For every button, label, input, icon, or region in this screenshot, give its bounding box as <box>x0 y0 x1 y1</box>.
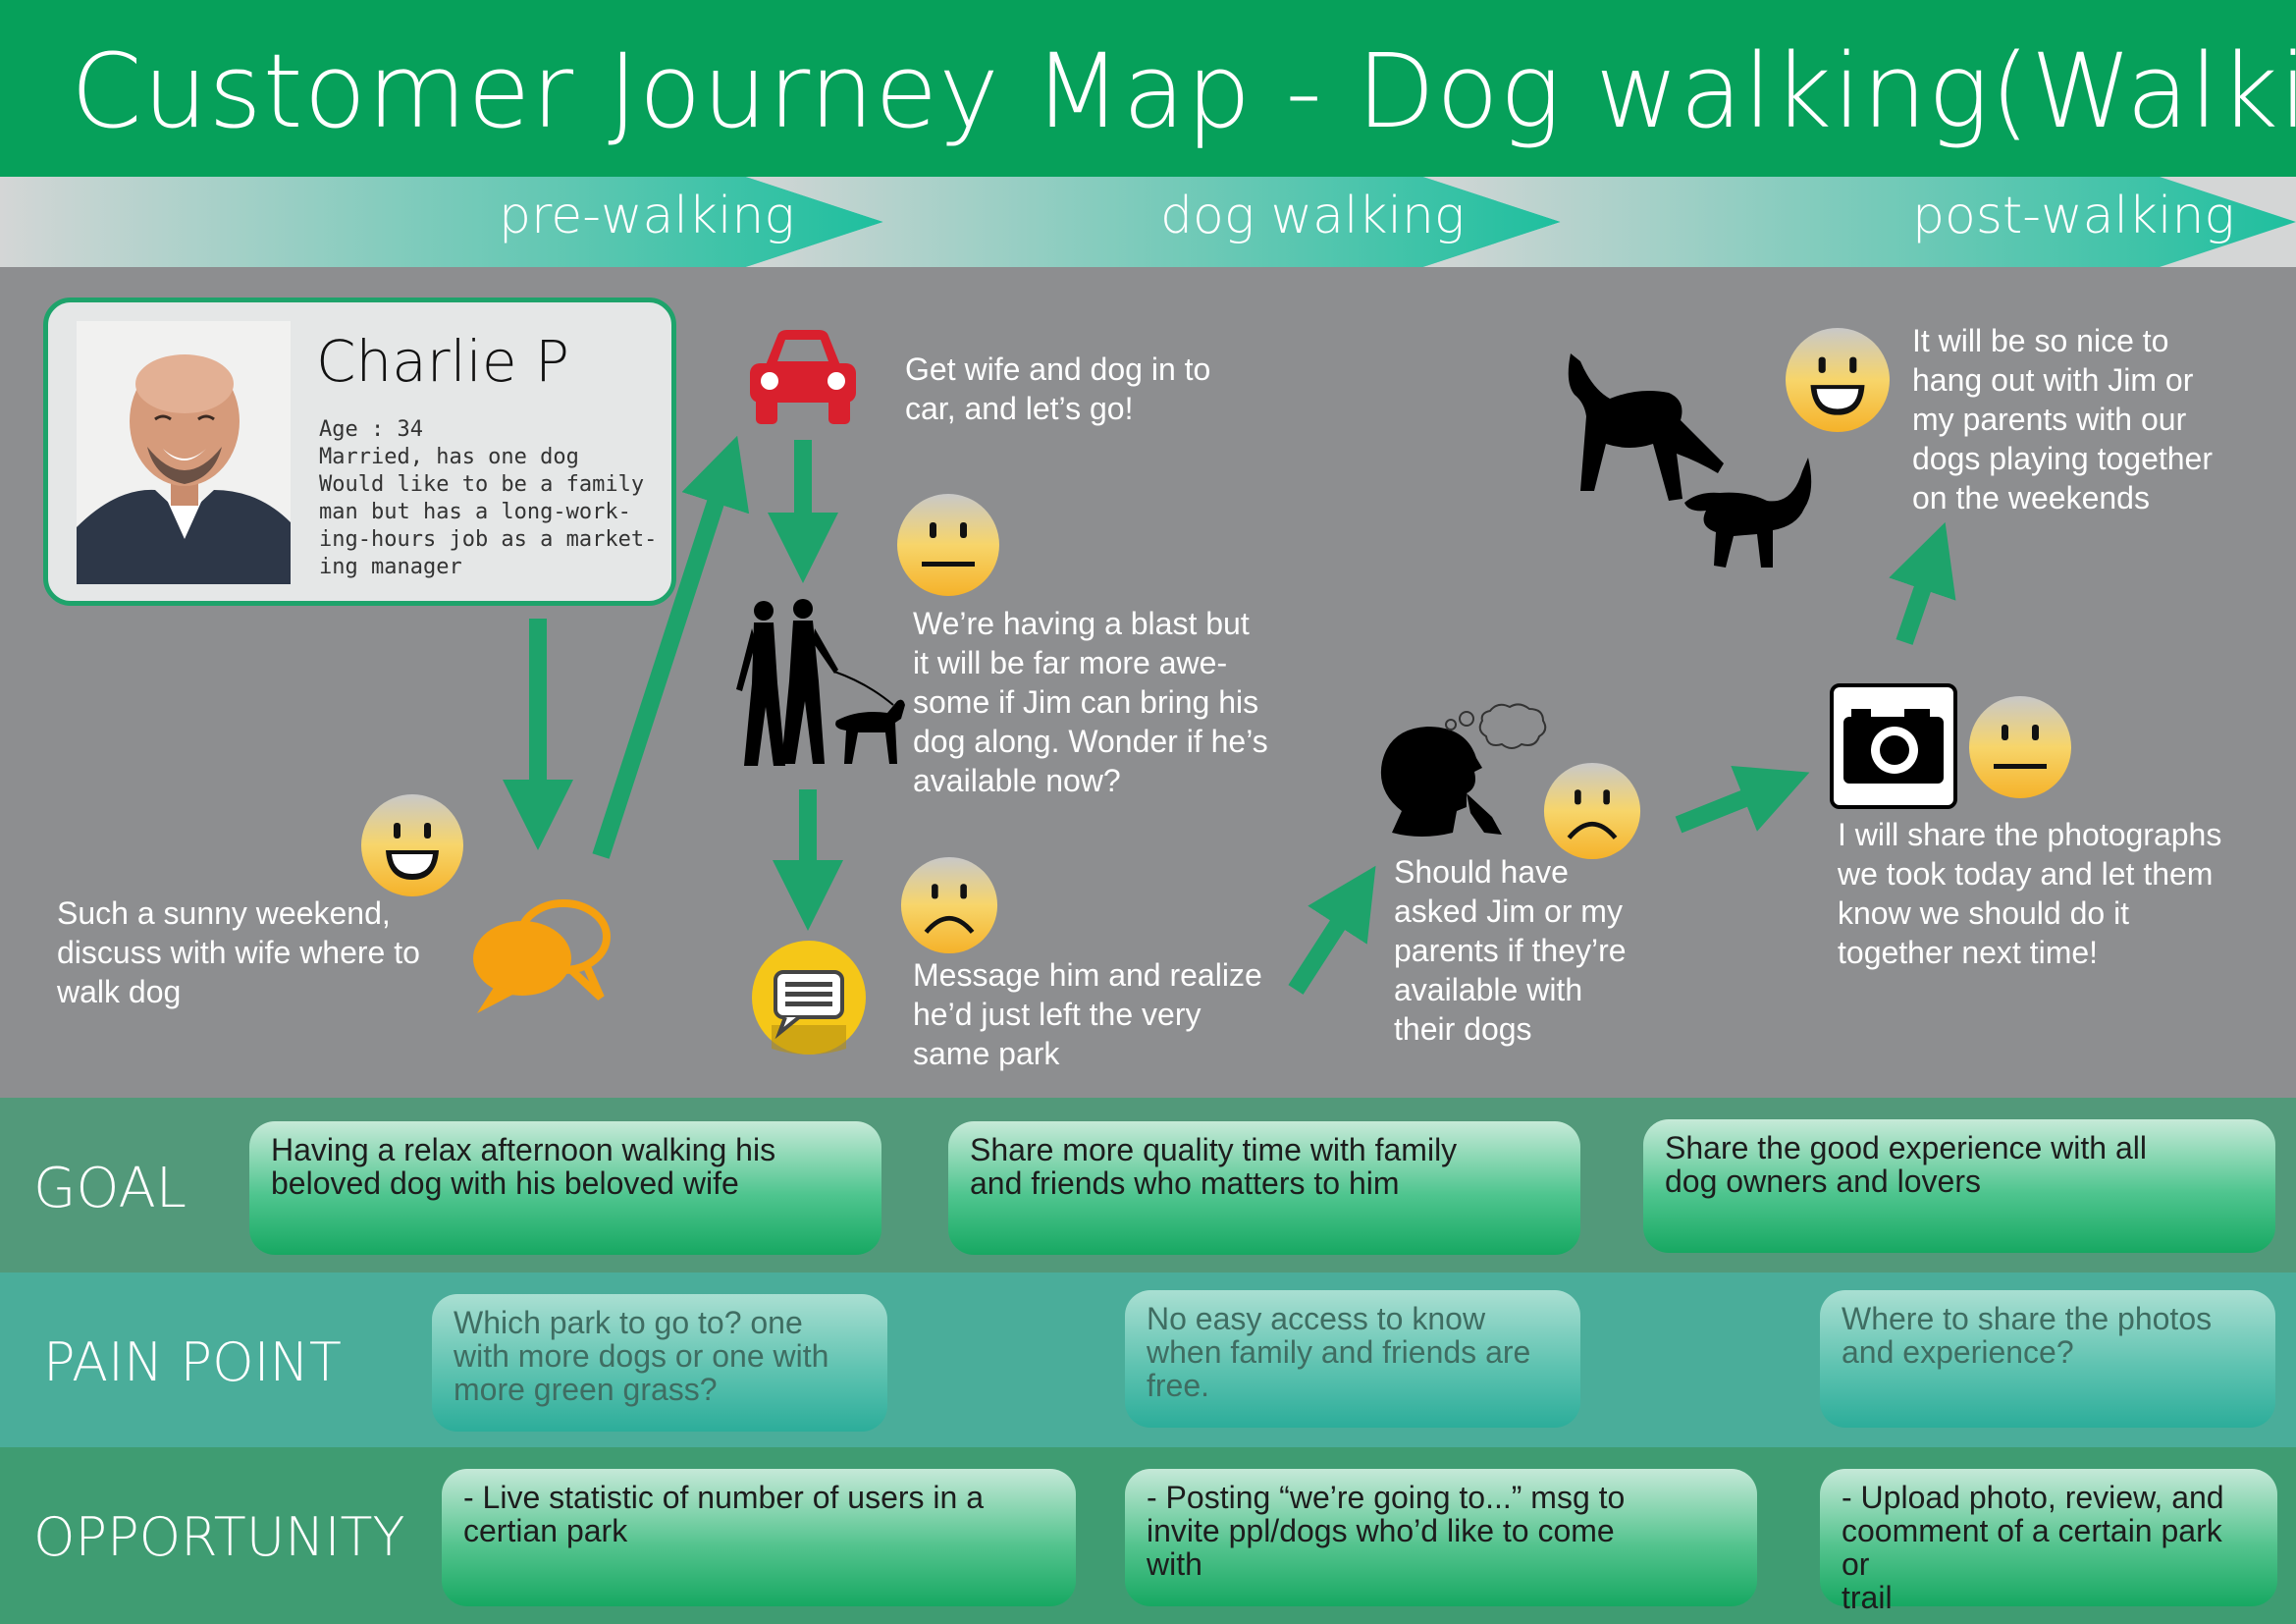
arrow-camera-to-dogs <box>1889 521 1956 645</box>
thinking-head-icon <box>1380 703 1547 837</box>
phase-arrow-post <box>1423 177 2296 267</box>
header-bar <box>0 0 2296 177</box>
walking-couple-icon <box>736 599 905 766</box>
phase-label-dog: dog walking <box>1160 187 1466 245</box>
step-caption-car: Get wife and dog in to car, and let’s go! <box>905 352 1211 426</box>
pain-point-card: Which park to go to? one with more dogs o… <box>432 1294 887 1432</box>
step-caption-weekend: Such a sunny weekend, discuss with wife w… <box>57 895 420 1009</box>
car-icon <box>750 330 856 424</box>
opportunity-card: - Live statistic of number of users in a… <box>442 1469 1076 1606</box>
message-icon <box>752 941 866 1055</box>
goal-card: Share more quality time with family and f… <box>948 1121 1580 1255</box>
pain-point-card: No easy access to know when family and fr… <box>1125 1290 1580 1428</box>
sad-face-icon <box>1543 762 1641 860</box>
step-caption-should: Should have asked Jim or my parents if the… <box>1394 854 1627 1047</box>
step-caption-blast: We’re having a blast but it will be far m… <box>913 606 1268 798</box>
persona-detail: Age : 34 <box>319 417 423 442</box>
step-caption-nice: It will be so nice to hang out with Jim o… <box>1912 323 2213 515</box>
step-caption-share: I will share the photographs we took toda… <box>1838 817 2222 970</box>
persona-detail: Would like to be a family <box>319 472 645 497</box>
persona-name: Charlie P <box>316 328 569 395</box>
persona-detail: ing manager <box>319 555 462 579</box>
phase-arrow-dog <box>746 177 1561 267</box>
phase-band: pre-walking dog walking post-walking <box>0 177 2296 267</box>
happy-face-icon <box>1786 328 1890 432</box>
goal-card: Share the good experience with all dog ow… <box>1643 1119 2275 1253</box>
pain-point-card: Where to share the photos and experience? <box>1820 1290 2275 1428</box>
arrow-message-to-thinking <box>1288 865 1376 995</box>
chat-bubbles-icon <box>473 899 611 1013</box>
arrow-chat-to-car <box>592 435 750 859</box>
persona-detail: Married, has one dog <box>319 445 579 469</box>
page-title: Customer Journey Map - Dog walking(Walki… <box>71 31 2296 151</box>
phase-label-pre: pre-walking <box>499 187 795 245</box>
phase-label-post: post-walking <box>1912 187 2235 245</box>
step-caption-message: Message him and realize he’d just left th… <box>913 957 1262 1071</box>
goal-row-label: GOAL <box>33 1157 187 1220</box>
persona-detail: man but has a long-work- <box>319 500 631 524</box>
playing-dogs-icon <box>1568 353 1812 568</box>
camera-icon <box>1830 683 1957 809</box>
arrow-thinking-to-camera <box>1675 765 1810 834</box>
persona-photo <box>77 321 291 584</box>
opportunity-card: - Posting “we’re going to...” msg to invi… <box>1125 1469 1757 1606</box>
neutral-face-icon <box>1969 696 2071 798</box>
persona-detail: ing-hours job as a market- <box>319 527 658 552</box>
phase-arrow-pre <box>0 177 883 267</box>
opportunity-row-label: OPPORTUNITY <box>33 1506 405 1568</box>
goal-card: Having a relax afternoon walking his belo… <box>249 1121 881 1255</box>
happy-face-icon <box>361 794 463 896</box>
pain-point-row-label: PAIN POINT <box>43 1331 342 1393</box>
neutral-face-icon <box>897 494 999 596</box>
sad-face-icon <box>900 856 998 954</box>
opportunity-card: - Upload photo, review, and coomment of a… <box>1820 1469 2277 1614</box>
